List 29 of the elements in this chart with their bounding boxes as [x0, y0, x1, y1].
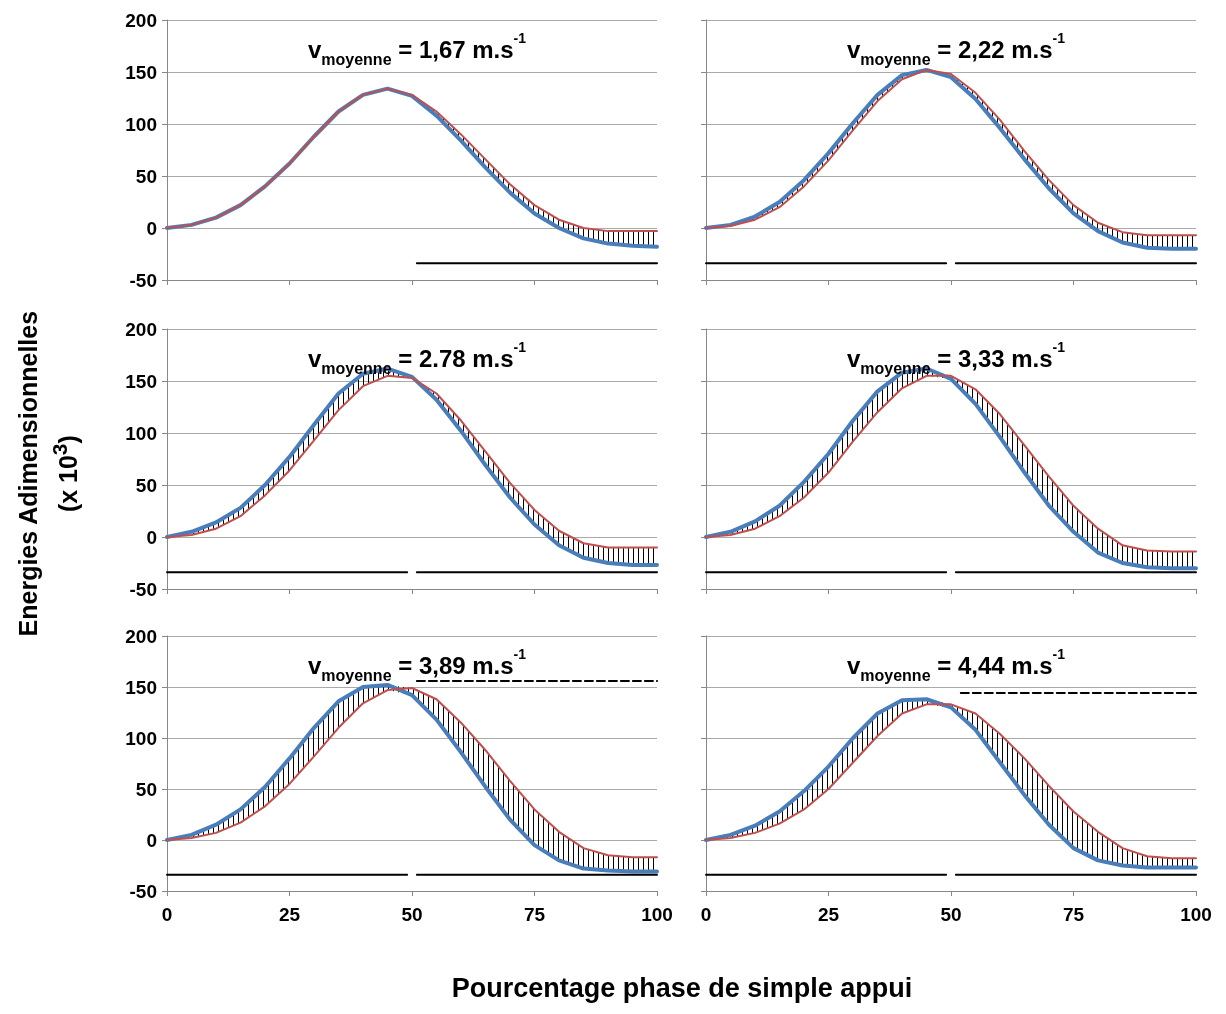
x-axis-title: Pourcentage phase de simple appui	[450, 973, 914, 1004]
x-tick-label: 0	[161, 904, 173, 925]
y-tick-label: 0	[146, 217, 157, 239]
y-tick-label: 200	[125, 318, 157, 340]
x-tick-label: 25	[278, 904, 301, 925]
y-tick-label: 200	[125, 625, 157, 647]
y-tick-label: -50	[129, 880, 157, 902]
y-tick-label: -50	[129, 578, 157, 600]
y-tick-label: 200	[125, 9, 157, 31]
x-tick-label: 0	[700, 904, 712, 925]
x-tick-label: 75	[1062, 904, 1085, 925]
x-tick-label: 75	[523, 904, 546, 925]
y-tick-label: -50	[129, 269, 157, 291]
x-tick-label: 100	[1180, 904, 1212, 925]
y-tick-label: 100	[125, 727, 157, 749]
x-tick-label: 50	[940, 904, 962, 925]
y-tick-label: 150	[125, 676, 157, 698]
y-tick-label: 150	[125, 61, 157, 83]
y-tick-label: 0	[146, 829, 157, 851]
x-tick-label: 25	[817, 904, 840, 925]
y-tick-label: 100	[125, 113, 157, 135]
y-tick-label: 50	[135, 165, 157, 187]
x-tick-label: 50	[401, 904, 423, 925]
y-tick-label: 100	[125, 422, 157, 444]
y-tick-label: 50	[135, 474, 157, 496]
y-tick-label: 0	[146, 526, 157, 548]
x-tick-label: 100	[641, 904, 673, 925]
y-tick-label: 50	[135, 778, 157, 800]
y-tick-label: 150	[125, 370, 157, 392]
